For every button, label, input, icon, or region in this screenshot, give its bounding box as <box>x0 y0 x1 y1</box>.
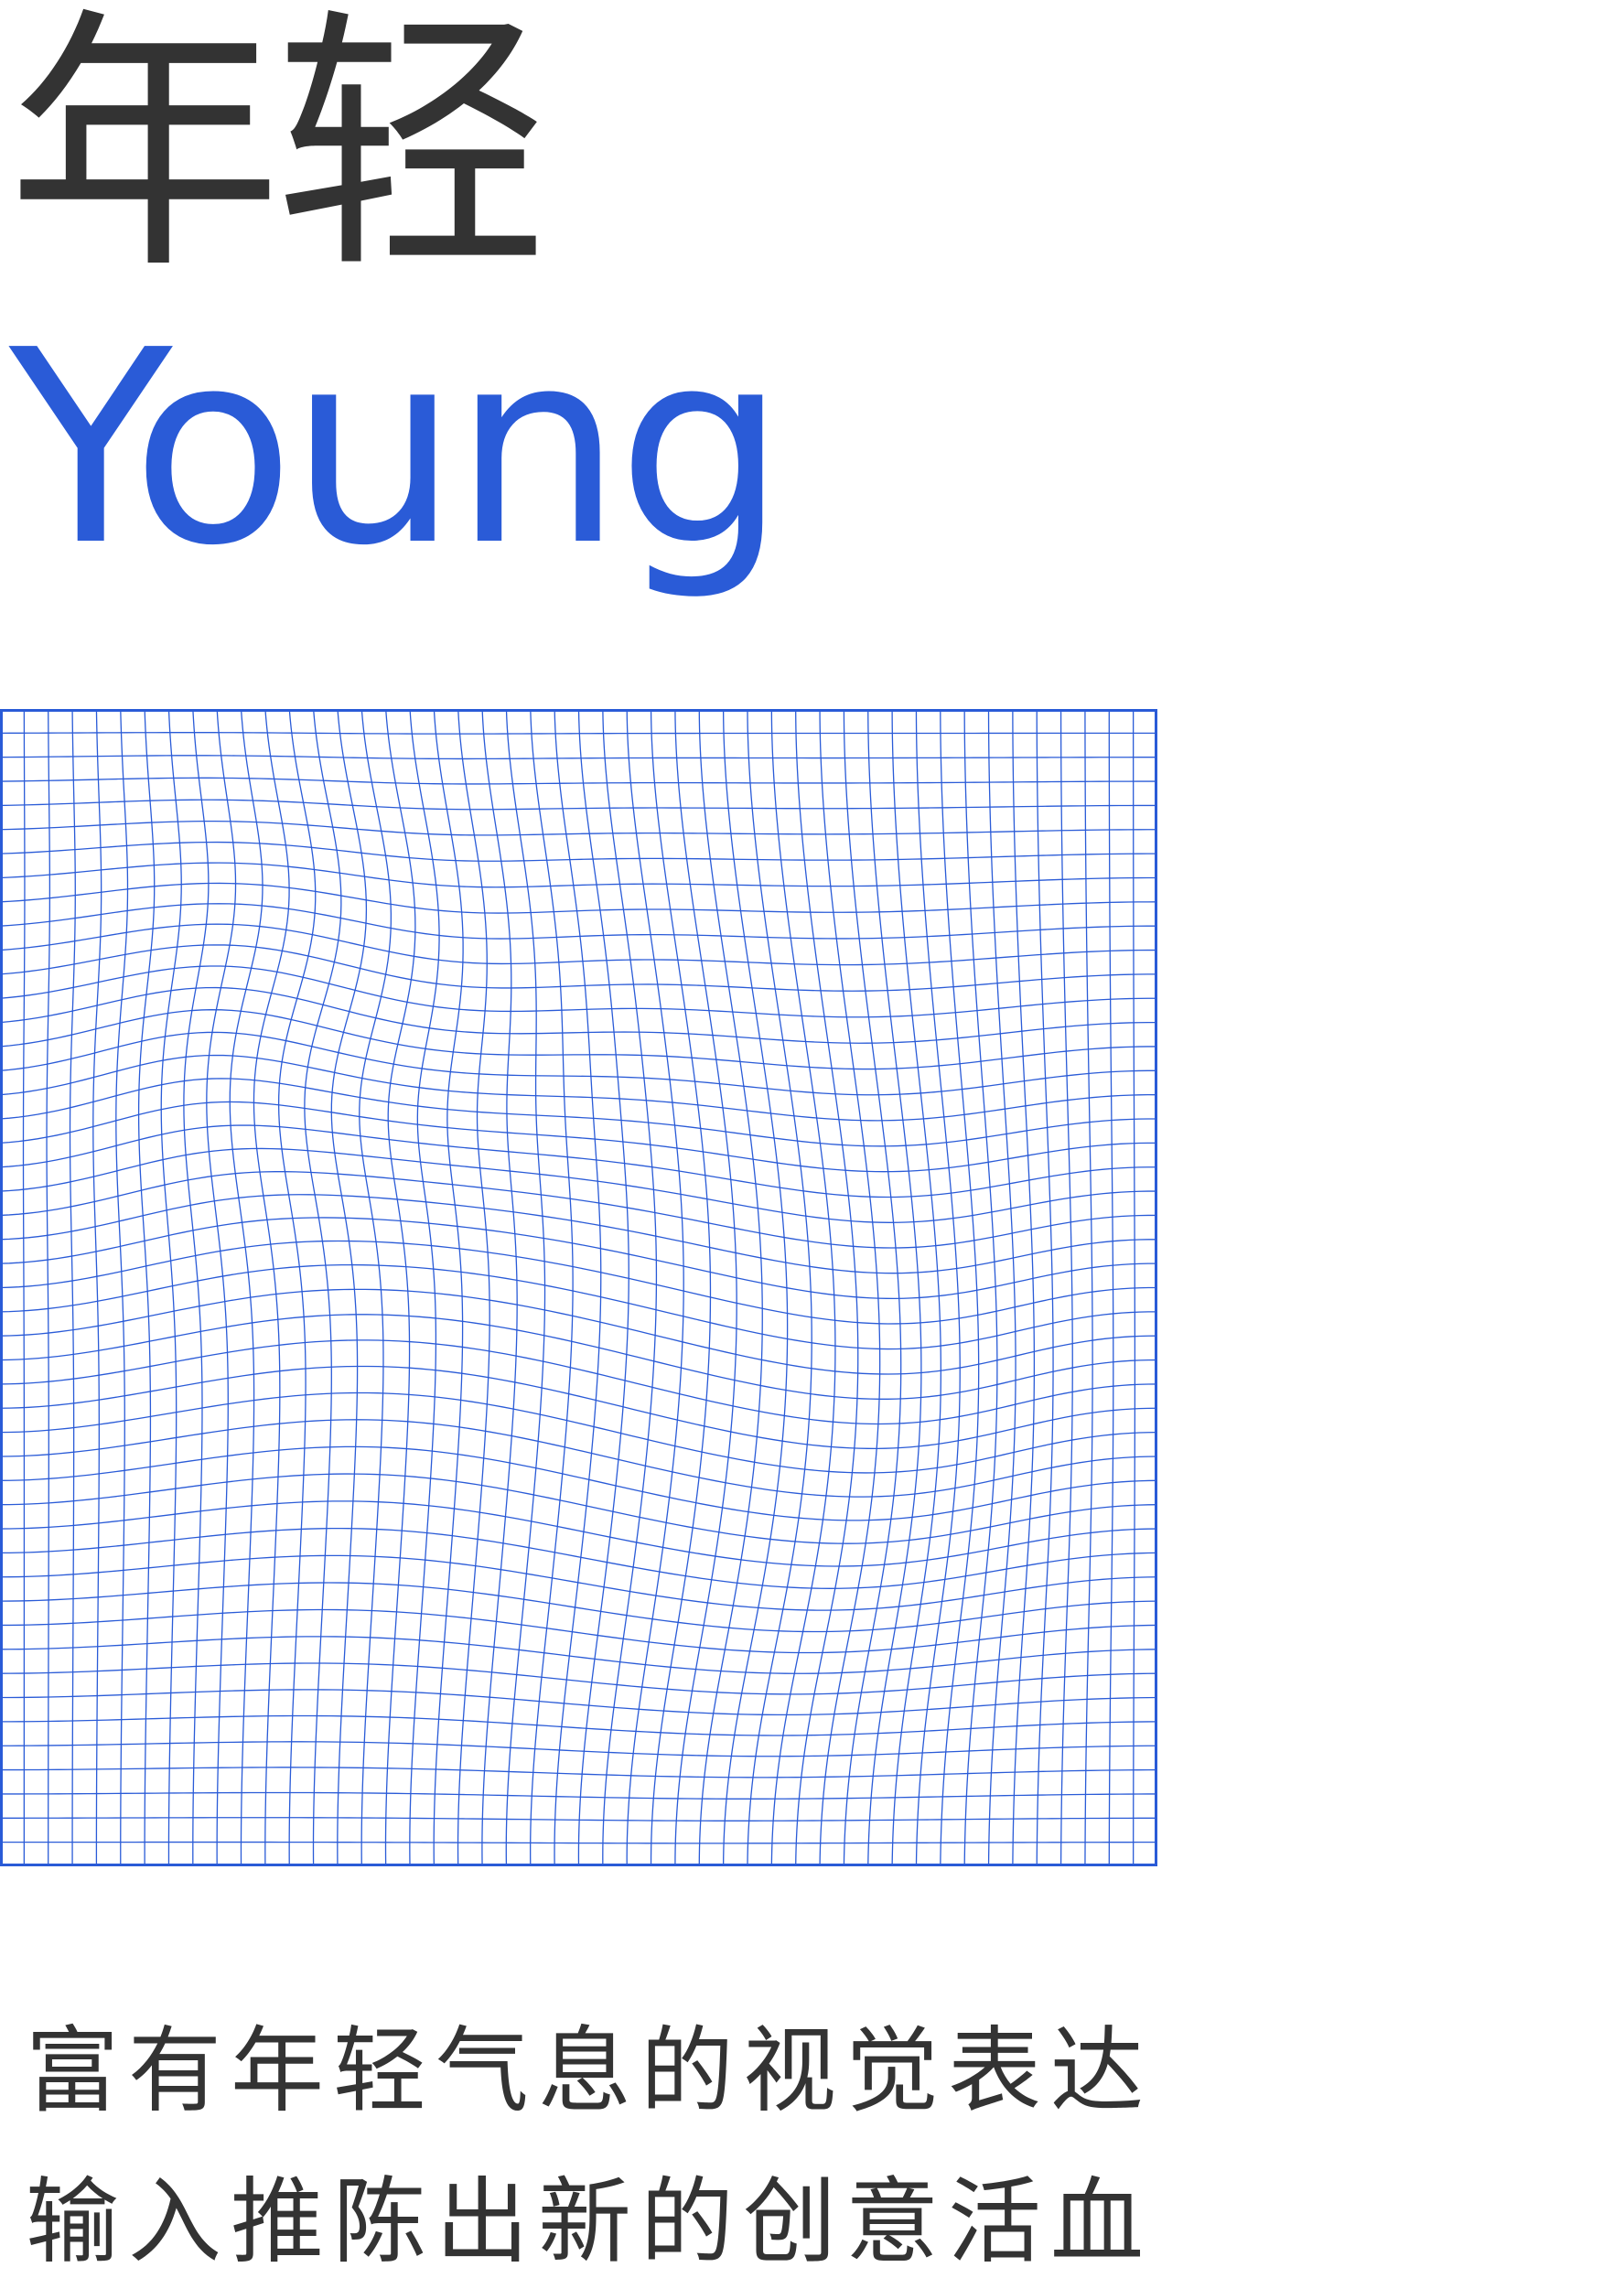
grid-line-horizontal <box>0 820 1157 836</box>
grid-line-horizontal <box>0 986 1157 1044</box>
grid-line-horizontal <box>0 1582 1157 1633</box>
grid-canvas <box>0 709 1157 1866</box>
grid-line-vertical <box>457 709 490 1866</box>
grid-line-vertical <box>137 709 156 1866</box>
grid-border <box>0 709 1157 1866</box>
grid-line-vertical <box>115 709 129 1866</box>
grid-line-horizontal <box>0 882 1157 914</box>
grid-line-vertical <box>1108 709 1114 1866</box>
grid-line-horizontal <box>0 1365 1157 1450</box>
grid-line-horizontal <box>0 1419 1157 1498</box>
grid-line-vertical <box>92 709 102 1866</box>
grid-line-horizontal <box>0 1171 1157 1249</box>
grid-line-vertical <box>650 709 712 1866</box>
grid-line-horizontal <box>0 1263 1157 1350</box>
grid-line-horizontal <box>0 755 1157 760</box>
grid-line-vertical <box>626 709 684 1866</box>
grid-line-horizontal <box>0 1662 1157 1695</box>
grid-line-horizontal <box>0 1473 1157 1544</box>
grid-line-vertical <box>206 709 237 1866</box>
grid-line-horizontal <box>0 944 1157 992</box>
grid-line-horizontal <box>0 903 1157 940</box>
grid-line-horizontal <box>0 1217 1157 1300</box>
english-title: Young <box>9 293 787 604</box>
grid-line-horizontal <box>0 1314 1157 1400</box>
grid-line-horizontal <box>0 1445 1157 1521</box>
grid-line-horizontal <box>0 965 1157 1018</box>
grid-line-vertical <box>554 709 602 1866</box>
grid-line-horizontal <box>0 1078 1157 1147</box>
grid-line-vertical <box>433 709 464 1866</box>
tagline-line-2: 输入推陈出新的创意活血 <box>26 2168 1153 2277</box>
grid-line-vertical <box>46 709 51 1866</box>
grid-line-vertical <box>1036 709 1054 1866</box>
grid-line-horizontal <box>0 862 1157 888</box>
grid-line-horizontal <box>0 923 1157 966</box>
grid-line-vertical <box>602 709 658 1866</box>
grid-line-vertical <box>359 709 393 1866</box>
grid-line-vertical <box>770 709 836 1866</box>
grid-line-horizontal <box>0 777 1157 785</box>
grid-line-vertical <box>330 709 368 1866</box>
grid-line-horizontal <box>0 1817 1157 1821</box>
chinese-title: 年轻 <box>7 0 549 306</box>
grid-line-horizontal <box>0 1392 1157 1474</box>
grid-line-vertical <box>891 709 942 1866</box>
grid-line-horizontal <box>0 1554 1157 1611</box>
grid-line-horizontal <box>0 1240 1157 1325</box>
grid-line-vertical <box>304 709 342 1866</box>
grid-line-horizontal <box>0 1636 1157 1674</box>
grid-line-vertical <box>1059 709 1073 1866</box>
grid-line-horizontal <box>0 1689 1157 1716</box>
grid-line-vertical <box>577 709 629 1866</box>
grid-line-horizontal <box>0 841 1157 862</box>
grid-line-vertical <box>22 709 26 1866</box>
grid-line-horizontal <box>0 1147 1157 1223</box>
grid-line-horizontal <box>0 1714 1157 1736</box>
warped-grid-graphic <box>0 709 1157 1866</box>
grid-line-horizontal <box>0 1500 1157 1567</box>
grid-line-vertical <box>481 709 518 1866</box>
grid-line-vertical <box>505 709 546 1866</box>
grid-line-horizontal <box>0 1608 1157 1654</box>
grid-line-vertical <box>1012 709 1036 1866</box>
grid-line-horizontal <box>0 1009 1157 1070</box>
grid-line-horizontal <box>0 732 1157 735</box>
grid-line-horizontal <box>0 1288 1157 1375</box>
grid-line-horizontal <box>0 1527 1157 1589</box>
grid-line-horizontal <box>0 799 1157 811</box>
grid-line-vertical <box>229 709 263 1866</box>
tagline-line-1: 富有年轻气息的视觉表达 <box>26 2017 1153 2126</box>
grid-line-horizontal <box>0 1101 1157 1173</box>
grid-line-horizontal <box>0 1741 1157 1757</box>
grid-line-vertical <box>530 709 574 1866</box>
grid-line-horizontal <box>0 1054 1157 1122</box>
grid-line-horizontal <box>0 1767 1157 1778</box>
grid-line-horizontal <box>0 1031 1157 1096</box>
grid-line-horizontal <box>0 1124 1157 1198</box>
grid-line-vertical <box>253 709 290 1866</box>
grid-line-vertical <box>747 709 812 1866</box>
grid-line-vertical <box>69 709 76 1866</box>
grid-line-vertical <box>1084 709 1093 1866</box>
grid-line-horizontal <box>0 1339 1157 1425</box>
grid-line-horizontal <box>0 1194 1157 1274</box>
grid-line-horizontal <box>0 1791 1157 1800</box>
grid-line-vertical <box>867 709 922 1866</box>
grid-line-vertical <box>277 709 317 1866</box>
